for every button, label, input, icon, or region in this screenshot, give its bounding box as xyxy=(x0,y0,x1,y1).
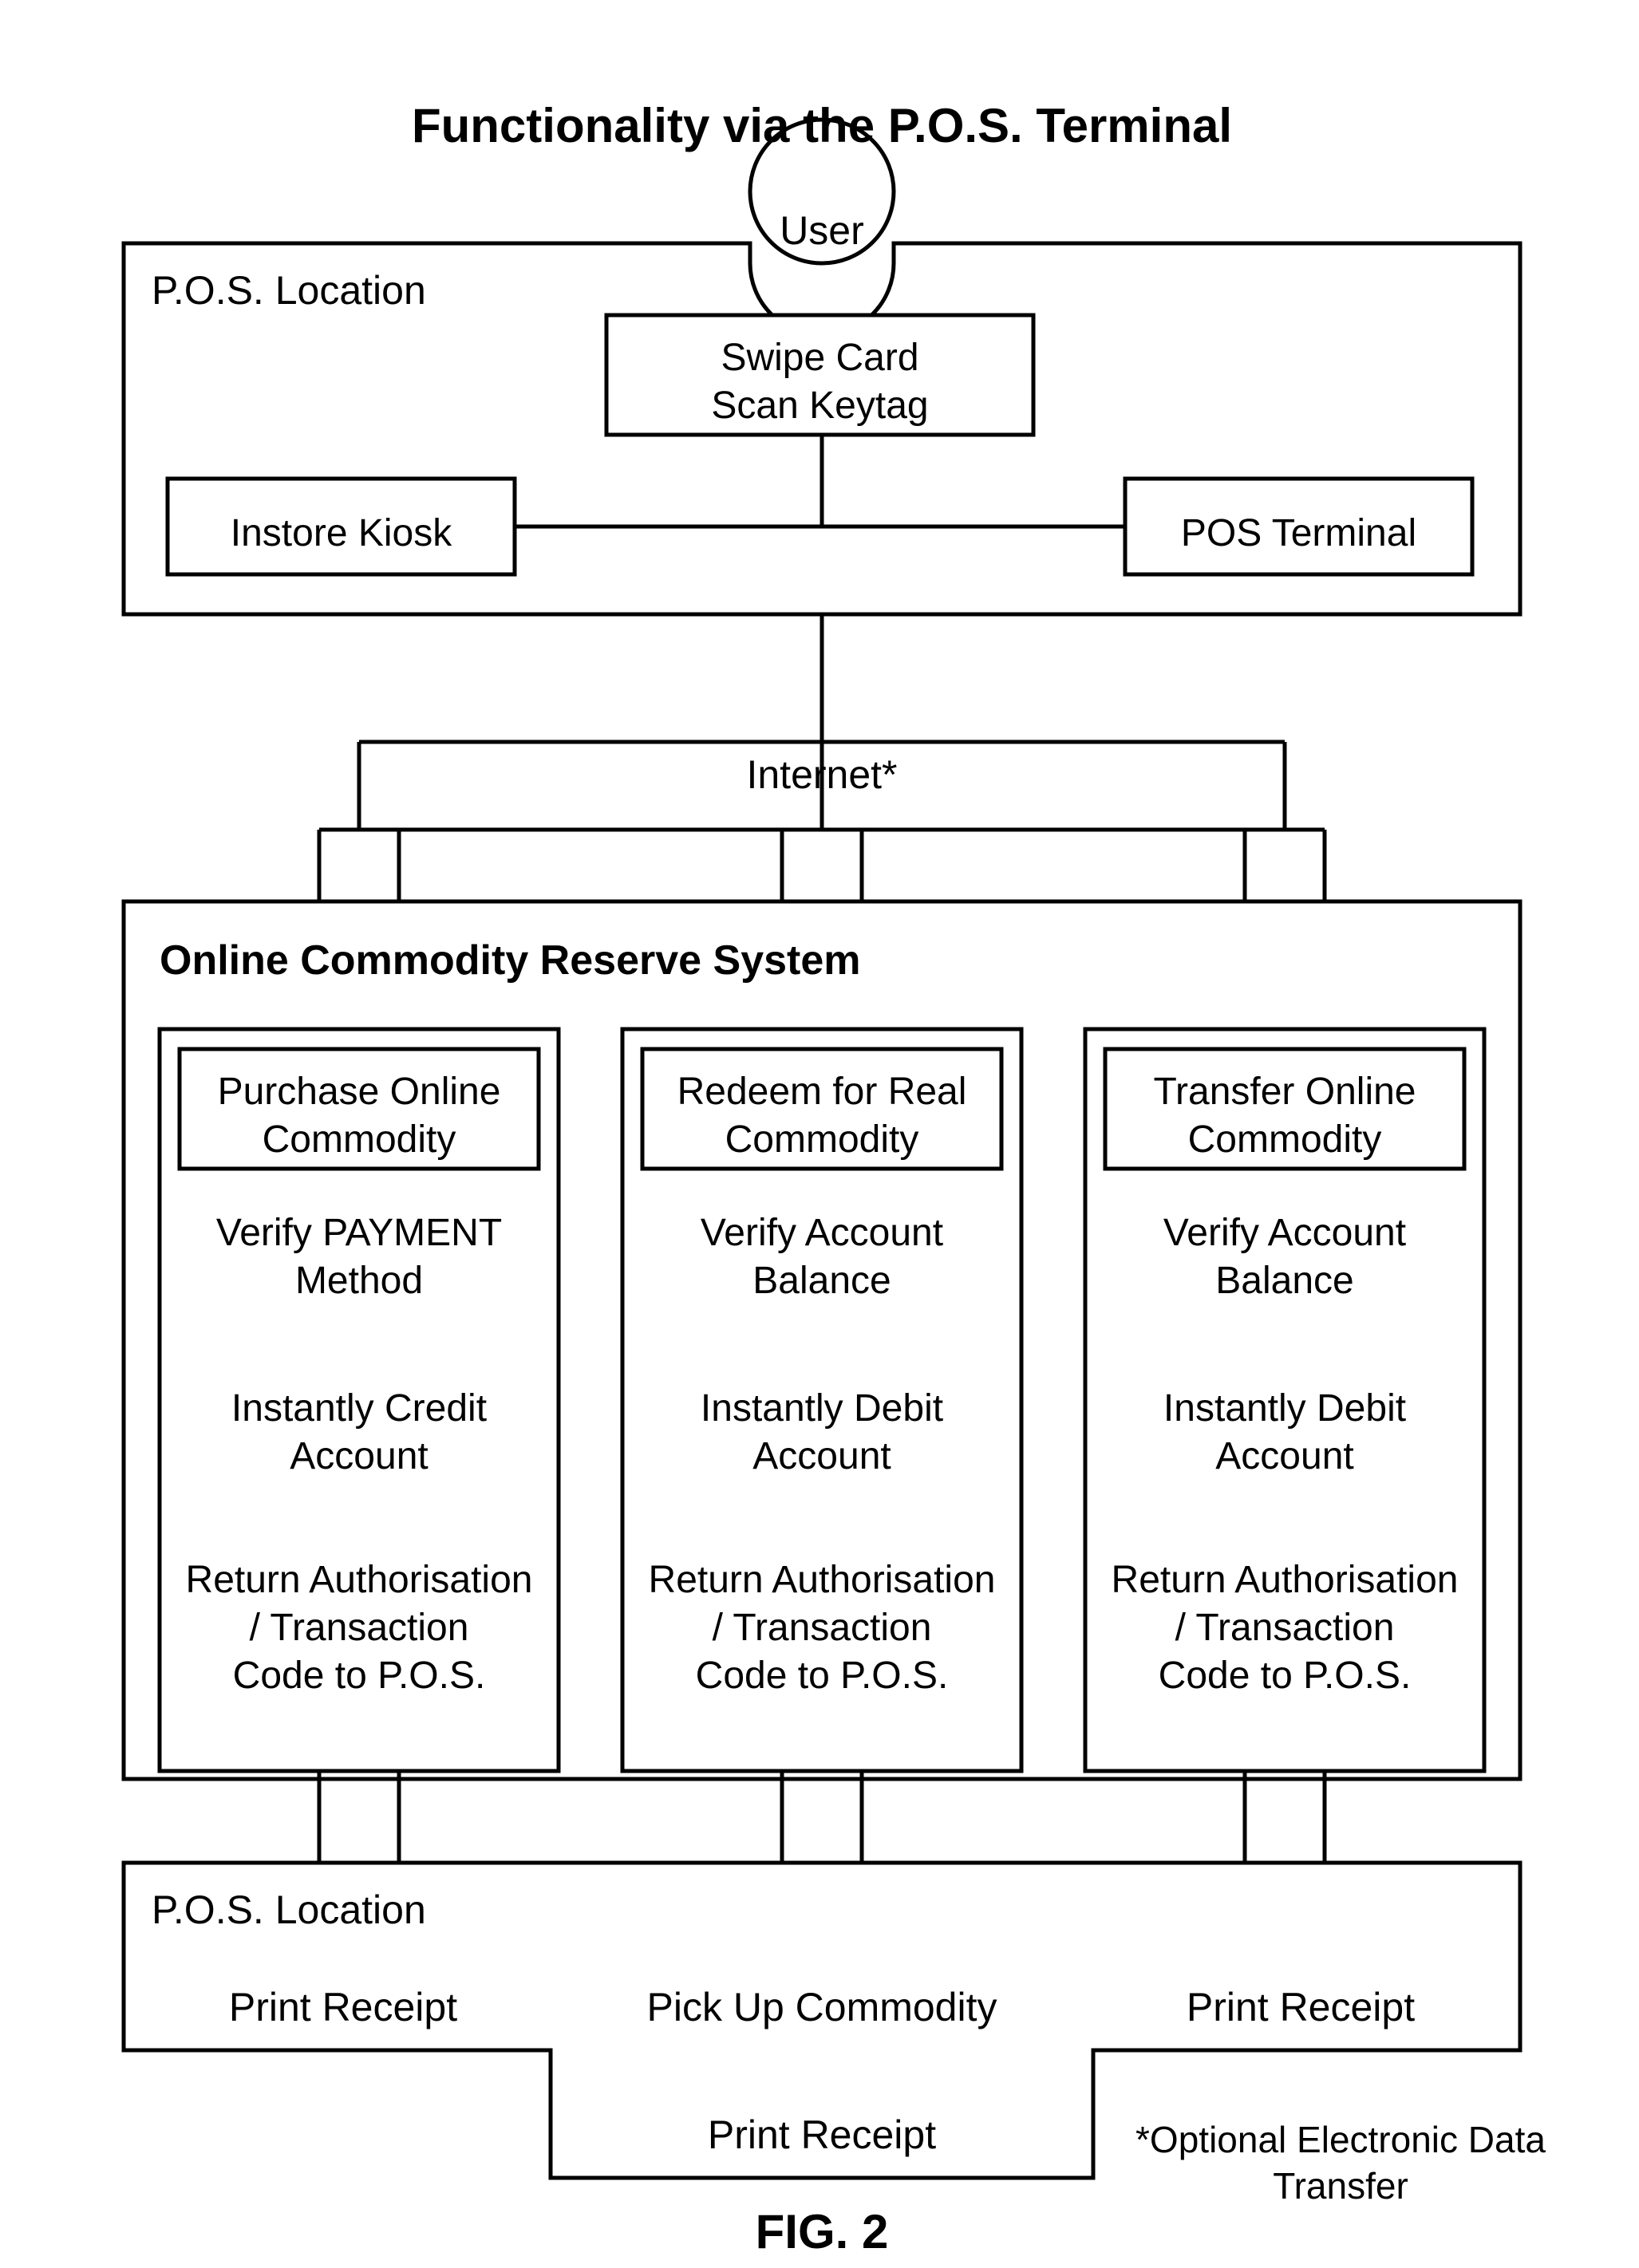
diagram-title: Functionality via the P.O.S. Terminal xyxy=(343,96,1301,156)
user-label: User xyxy=(742,206,902,256)
print2b: Print Receipt xyxy=(662,2110,981,2160)
swipe-card-label: Swipe CardScan Keytag xyxy=(614,334,1025,430)
c3-verify: Verify AccountBalance xyxy=(1101,1209,1468,1305)
footnote: *Optional Electronic Data Transfer xyxy=(1133,2117,1548,2209)
c1-verify: Verify PAYMENTMethod xyxy=(176,1209,543,1305)
figure-label: FIG. 2 xyxy=(662,2202,981,2262)
c3-return: Return Authorisation/ TransactionCode to… xyxy=(1085,1556,1484,1700)
c2-verify: Verify AccountBalance xyxy=(638,1209,1005,1305)
c2-debit: Instantly DebitAccount xyxy=(638,1385,1005,1481)
pos-terminal-label: POS Terminal xyxy=(1133,510,1464,558)
c1-return: Return Authorisation/ TransactionCode to… xyxy=(160,1556,559,1700)
print1: Print Receipt xyxy=(184,1982,503,2033)
c1-credit: Instantly CreditAccount xyxy=(176,1385,543,1481)
print3: Print Receipt xyxy=(1141,1982,1460,2033)
ocrs-container-label: Online Commodity Reserve System xyxy=(160,937,1117,984)
purchase-oc-label: Purchase OnlineCommodity xyxy=(188,1068,531,1164)
instore-kiosk-label: Instore Kiosk xyxy=(176,510,507,558)
pos-location-top-label: P.O.S. Location xyxy=(152,267,471,314)
pickup: Pick Up Commodity xyxy=(614,1982,1029,2033)
c2-return: Return Authorisation/ TransactionCode to… xyxy=(622,1556,1021,1700)
c3-debit: Instantly DebitAccount xyxy=(1101,1385,1468,1481)
pos-location-bottom-label: P.O.S. Location xyxy=(152,1887,471,1933)
internet-label: Internet* xyxy=(702,750,942,800)
redeem-rc-label: Redeem for RealCommodity xyxy=(650,1068,993,1164)
transfer-oc-label: Transfer OnlineCommodity xyxy=(1113,1068,1456,1164)
